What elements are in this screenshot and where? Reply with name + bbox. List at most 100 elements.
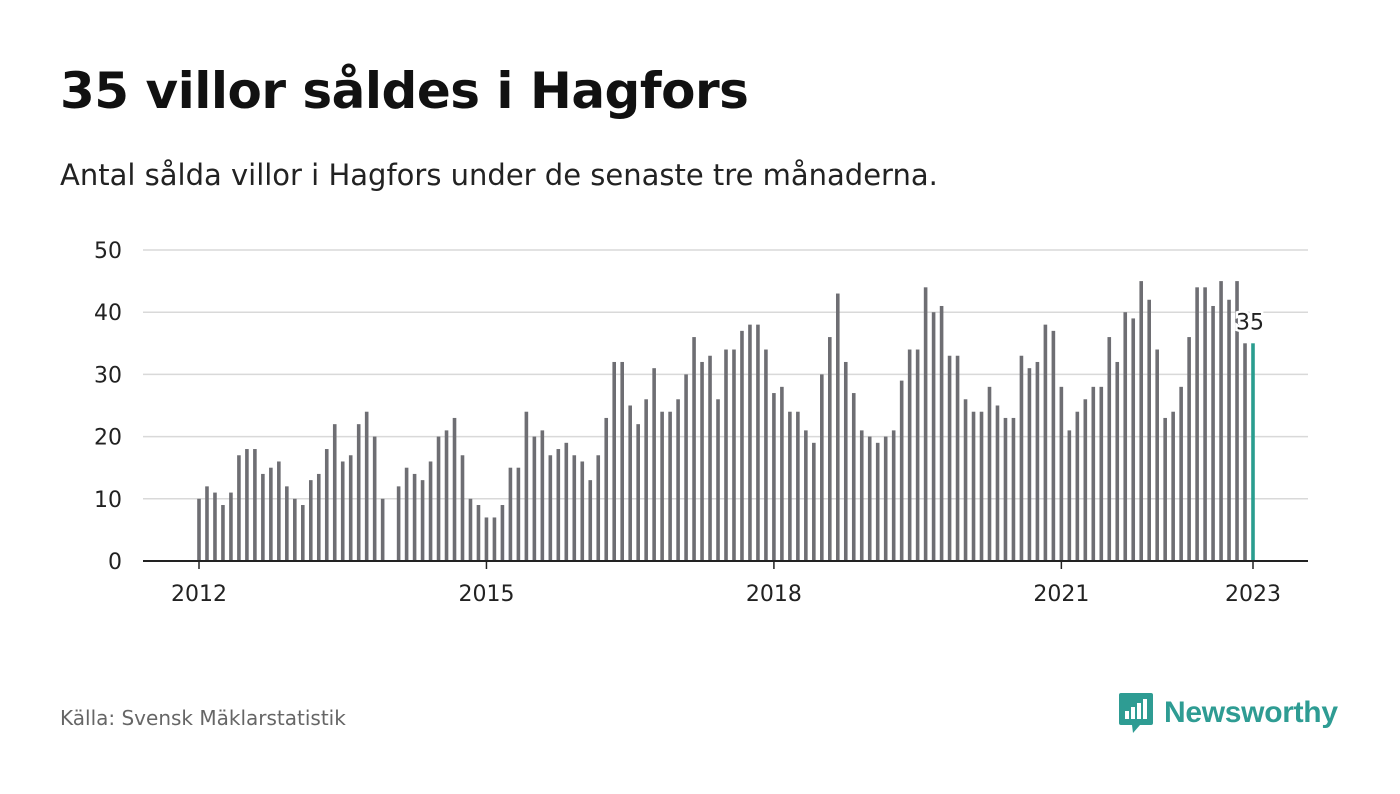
bar bbox=[867, 436, 872, 561]
bar bbox=[1179, 386, 1183, 561]
brand-name: Newsworthy bbox=[1164, 696, 1338, 729]
bar bbox=[237, 455, 241, 561]
bar bbox=[1187, 337, 1191, 561]
bar bbox=[1123, 312, 1128, 561]
bar bbox=[1067, 430, 1072, 561]
bar bbox=[724, 349, 728, 561]
bar bbox=[404, 467, 409, 561]
bar bbox=[764, 349, 768, 561]
brand-logo: Newsworthy bbox=[1118, 690, 1338, 736]
x-tick-label: 2021 bbox=[1033, 582, 1089, 607]
bar bbox=[963, 399, 968, 561]
bar bbox=[460, 455, 465, 561]
bar bbox=[1083, 399, 1088, 561]
bar bbox=[979, 411, 984, 561]
bar bbox=[1027, 368, 1032, 561]
x-tick-label: 2012 bbox=[171, 582, 227, 607]
bar bbox=[1091, 386, 1096, 561]
bar bbox=[875, 442, 880, 561]
bar bbox=[644, 399, 648, 561]
bars bbox=[197, 281, 1255, 561]
bar bbox=[1011, 417, 1016, 561]
bar bbox=[772, 393, 776, 561]
bar bbox=[1019, 355, 1024, 561]
bar bbox=[293, 498, 297, 561]
bar bbox=[348, 455, 353, 561]
bar bbox=[835, 293, 840, 561]
bar bbox=[277, 461, 281, 561]
bar bbox=[676, 399, 680, 561]
y-tick-label: 20 bbox=[94, 426, 122, 451]
bar bbox=[740, 330, 744, 561]
bar bbox=[931, 312, 936, 561]
bar bbox=[1171, 411, 1175, 561]
bar bbox=[484, 517, 489, 561]
bar bbox=[620, 361, 624, 561]
bar bbox=[796, 411, 800, 561]
y-tick-label: 0 bbox=[108, 550, 122, 575]
bar bbox=[668, 411, 672, 561]
bar bbox=[1107, 337, 1112, 561]
bar bbox=[364, 411, 369, 561]
bar bbox=[1211, 305, 1215, 561]
bar bbox=[652, 368, 656, 561]
bar bbox=[476, 505, 481, 561]
bar-chart: 0 10 20 30 40 50 2012 2015 2018 2021 2023 35 bbox=[94, 239, 1308, 607]
last-value-label: 35 bbox=[1236, 310, 1264, 335]
bar bbox=[524, 411, 529, 561]
bar bbox=[452, 417, 457, 561]
bar bbox=[380, 498, 385, 561]
bar bbox=[253, 449, 257, 561]
bar bbox=[923, 287, 928, 561]
bar bbox=[883, 436, 888, 561]
y-tick-label: 50 bbox=[94, 239, 122, 264]
bar bbox=[444, 430, 449, 561]
bar bbox=[851, 393, 856, 561]
bar bbox=[915, 349, 920, 561]
bar bbox=[636, 424, 640, 561]
bar bbox=[1243, 343, 1247, 561]
bar bbox=[1203, 287, 1207, 561]
bar bbox=[828, 337, 832, 561]
bar bbox=[229, 492, 233, 561]
highlight-bar bbox=[1251, 343, 1255, 561]
bar bbox=[205, 486, 209, 561]
bar bbox=[732, 349, 736, 561]
bar bbox=[1003, 417, 1008, 561]
bar bbox=[1099, 386, 1104, 561]
bar bbox=[612, 361, 617, 561]
bar bbox=[1131, 318, 1136, 561]
bar bbox=[508, 467, 513, 561]
bar bbox=[628, 405, 632, 561]
bar bbox=[891, 430, 896, 561]
bar bbox=[812, 442, 816, 561]
bar bbox=[1227, 299, 1231, 561]
newsworthy-logo-icon bbox=[1119, 693, 1153, 733]
bar bbox=[947, 355, 952, 561]
bar bbox=[197, 498, 201, 561]
bar bbox=[356, 424, 361, 561]
bar bbox=[580, 461, 585, 561]
bar bbox=[308, 480, 313, 561]
bar bbox=[1035, 361, 1040, 561]
x-tick-label: 2018 bbox=[746, 582, 802, 607]
bar bbox=[492, 517, 497, 561]
bar bbox=[804, 430, 808, 561]
bar bbox=[684, 374, 688, 561]
bar bbox=[788, 411, 792, 561]
bar bbox=[843, 361, 848, 561]
x-tick-label: 2015 bbox=[458, 582, 514, 607]
chart-title: 35 villor såldes i Hagfors bbox=[60, 62, 749, 120]
bar bbox=[987, 386, 992, 561]
bar bbox=[756, 324, 760, 561]
bar bbox=[245, 449, 249, 561]
bar bbox=[285, 486, 289, 561]
bar bbox=[340, 461, 345, 561]
bar bbox=[213, 492, 217, 561]
bar bbox=[660, 411, 664, 561]
bar bbox=[396, 486, 401, 561]
bar bbox=[971, 411, 976, 561]
bar bbox=[468, 498, 473, 561]
bar bbox=[1163, 417, 1167, 561]
bar bbox=[572, 455, 577, 561]
